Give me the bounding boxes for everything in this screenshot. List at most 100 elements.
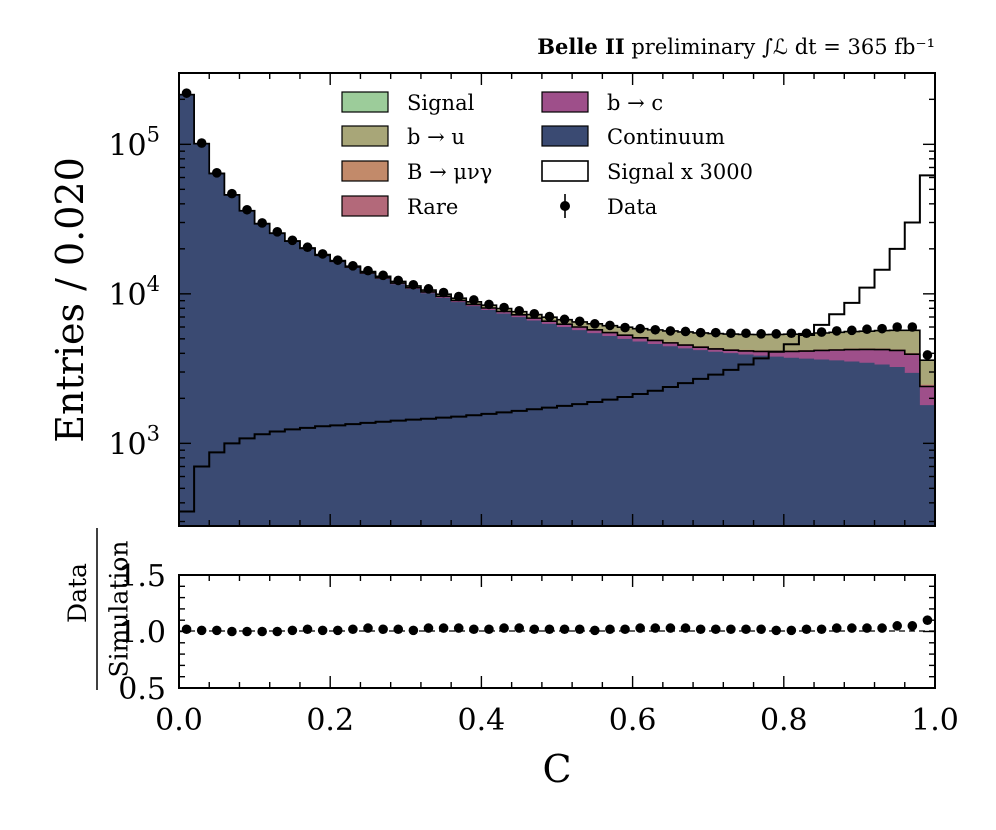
x-axis-label: C <box>542 747 571 791</box>
data-point <box>665 326 676 336</box>
data-point <box>831 326 842 336</box>
data-point <box>620 322 630 333</box>
data-point <box>695 327 706 338</box>
x-tick-label: 0.4 <box>458 703 506 738</box>
legend-swatch <box>341 160 389 182</box>
ratio-point <box>196 625 207 636</box>
x-tick-label: 0.2 <box>306 703 354 738</box>
ratio-point <box>348 624 358 635</box>
y-tick-label: 105 <box>108 122 160 163</box>
ratio-point <box>181 624 192 635</box>
ratio-point <box>514 623 524 633</box>
stacked-histograms <box>179 93 935 526</box>
ratio-point <box>831 623 842 633</box>
data-point <box>453 291 464 302</box>
ratio-point <box>302 624 313 635</box>
legend-entry: Signal <box>341 91 475 115</box>
legend-swatch <box>541 125 589 147</box>
data-point <box>438 287 449 298</box>
legend-entry: B → μνγ <box>341 160 492 184</box>
ratio-point <box>786 625 797 636</box>
ratio-point <box>892 621 902 631</box>
legend-marker <box>560 201 570 211</box>
ratio-y-tick-label: 1.5 <box>118 559 166 594</box>
ratio-point <box>408 625 419 636</box>
ratio-point <box>862 623 872 633</box>
legend-label: Signal x 3000 <box>607 160 753 184</box>
data-point <box>227 188 237 199</box>
data-point <box>544 311 555 322</box>
ratio-point <box>710 624 721 635</box>
data-point <box>816 327 827 337</box>
ratio-point <box>650 623 661 633</box>
ratio-point <box>559 624 570 635</box>
data-point <box>907 322 918 332</box>
ratio-point <box>907 621 918 631</box>
legend-entry: Signal x 3000 <box>541 160 753 184</box>
main-y-axis-label: Entries / 0.020 <box>48 157 92 443</box>
x-tick-labels: 0.0 0.2 0.4 0.6 0.8 1.0 <box>155 703 959 738</box>
ratio-point <box>574 624 585 635</box>
legend-entry: b → c <box>541 91 663 115</box>
ratio-point <box>665 623 676 633</box>
legend-swatch <box>541 160 589 182</box>
data-point <box>726 328 736 339</box>
ratio-panel-frame <box>178 574 936 689</box>
ratio-point <box>423 623 434 633</box>
main-y-tick-labels: 103 104 105 <box>108 122 160 462</box>
data-point <box>348 261 358 271</box>
ratio-point <box>499 623 509 633</box>
data-point <box>590 319 600 329</box>
data-point <box>514 306 524 316</box>
data-point <box>892 322 902 332</box>
legend-label: Data <box>607 195 657 219</box>
data-point <box>574 316 585 327</box>
ratio-point <box>635 623 645 633</box>
ratio-point <box>726 624 736 635</box>
ratio-point <box>272 626 283 637</box>
data-point <box>559 314 570 325</box>
data-point <box>786 328 797 339</box>
ratio-point <box>529 624 540 635</box>
data-point <box>287 235 298 246</box>
y-tick-label: 104 <box>108 272 160 313</box>
data-point <box>847 325 857 336</box>
ratio-point <box>212 625 222 636</box>
data-point <box>408 279 419 290</box>
ratio-y-label-denominator: Simulation <box>104 540 133 677</box>
ratio-y-label-numerator: Data <box>63 563 92 623</box>
data-point <box>877 323 887 334</box>
stack-continuum <box>179 94 935 526</box>
x-tick-label: 0.6 <box>609 703 657 738</box>
ratio-point <box>317 625 328 636</box>
ratio-y-tick-label: 0.5 <box>118 672 166 707</box>
data-point <box>484 299 494 310</box>
ratio-point <box>756 624 766 635</box>
ratio-point <box>771 625 782 636</box>
x-tick-label: 0.8 <box>760 703 808 738</box>
data-point <box>529 309 540 319</box>
ratio-point <box>816 624 827 635</box>
data-point <box>212 168 222 178</box>
ratio-point <box>438 623 449 633</box>
legend-label: Signal <box>407 91 475 115</box>
data-point <box>922 350 933 360</box>
data-point <box>423 284 434 294</box>
data-point <box>710 327 721 338</box>
ratio-point <box>877 623 887 633</box>
legend-label: B → μνγ <box>407 160 492 184</box>
legend-entry: Data <box>560 194 657 219</box>
data-point <box>272 226 283 237</box>
ratio-point <box>332 625 343 636</box>
ratio-point <box>801 624 812 635</box>
data-point <box>756 329 766 339</box>
header-experiment: Belle II <box>537 34 624 59</box>
ratio-point <box>544 624 555 635</box>
x-tick-label: 1.0 <box>911 703 959 738</box>
data-point <box>771 329 782 339</box>
ratio-point <box>695 624 706 635</box>
ratio-points <box>181 615 933 637</box>
ratio-point <box>484 624 494 635</box>
x-tick-label: 0.0 <box>155 703 203 738</box>
main-histogram-panel: 103 104 105 Entries / 0.020 <box>48 72 936 527</box>
